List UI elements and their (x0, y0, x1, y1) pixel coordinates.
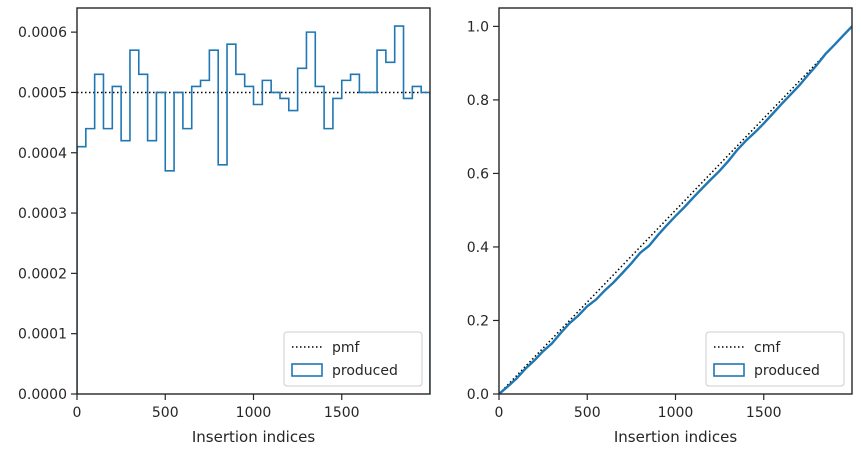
cmf-line (499, 25, 852, 394)
y-tick-label: 0.0002 (18, 266, 67, 282)
x-tick-label: 1500 (746, 405, 782, 421)
right-cumulative-panel: 0 500 1000 1500 0.0 0.2 0.4 0.6 0.8 1.0 Insertion … (467, 7, 853, 446)
legend-label-produced: produced (332, 363, 398, 379)
y-tick-label: 0.2 (467, 313, 489, 329)
y-tick-label: 0.0005 (18, 85, 67, 101)
y-tick-label: 0.6 (467, 166, 489, 182)
axes-frame (498, 7, 853, 395)
plot-area (499, 25, 852, 394)
y-tick-label: 0.0000 (18, 387, 67, 403)
produced-cumulative-line (499, 25, 852, 394)
x-tick-label: 0 (73, 405, 82, 421)
y-tick-label: 0.0001 (18, 327, 67, 343)
x-tick-label: 500 (152, 405, 179, 421)
legend-label-produced: produced (754, 363, 820, 379)
legend: pmf produced (283, 331, 423, 387)
x-axis-label: Insertion indices (192, 428, 315, 446)
legend-box (283, 331, 423, 387)
x-tick-label: 500 (574, 405, 601, 421)
x-tick-label: 1000 (658, 405, 694, 421)
legend: cmf produced (705, 331, 845, 387)
x-tick-label: 1500 (324, 405, 360, 421)
legend-label-cmf: cmf (754, 340, 781, 356)
x-axis-label: Insertion indices (614, 428, 737, 446)
plot-area (77, 25, 430, 394)
legend-swatch-produced (713, 363, 745, 377)
y-tick-label: 0.0 (467, 387, 489, 403)
y-tick-label: 0.0006 (18, 25, 67, 41)
legend-box (705, 331, 845, 387)
x-tick-label: 0 (495, 405, 504, 421)
produced-histogram (77, 25, 430, 394)
y-tick-label: 0.0003 (18, 206, 67, 222)
left-histogram-panel: 0 500 1000 1500 0.0000 0.0001 0.0002 0.0003 0.00… (18, 7, 431, 446)
y-tick-label: 0.8 (467, 93, 489, 109)
y-tick-label: 0.4 (467, 240, 489, 256)
legend-swatch-produced (291, 363, 323, 377)
y-tick-label: 1.0 (467, 19, 489, 35)
legend-label-pmf: pmf (332, 340, 361, 356)
x-tick-label: 1000 (236, 405, 272, 421)
y-tick-label: 0.0004 (18, 146, 67, 162)
axes-frame (76, 7, 431, 395)
